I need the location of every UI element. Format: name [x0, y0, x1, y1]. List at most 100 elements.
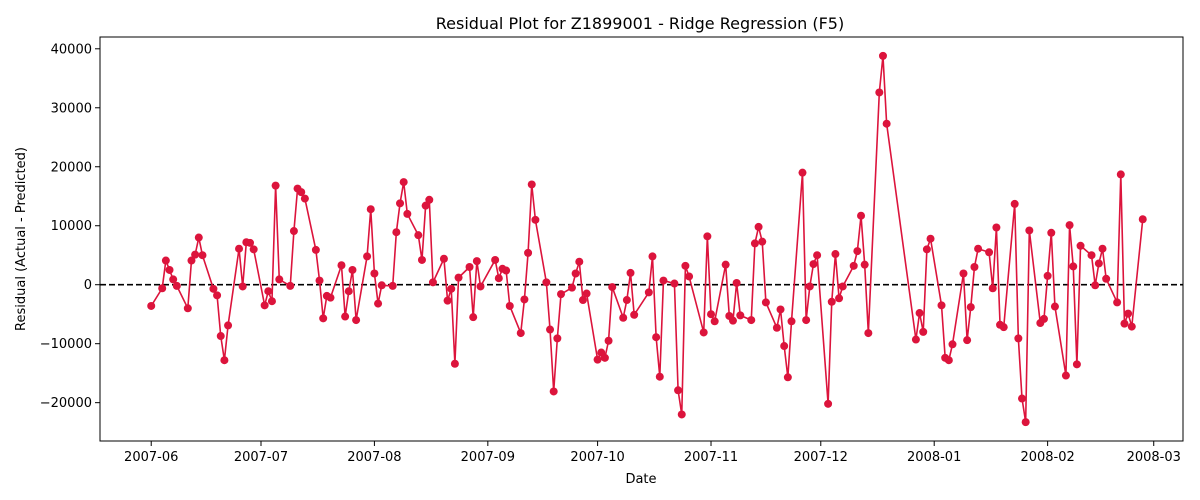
residual-point: [1102, 274, 1111, 283]
residual-point: [235, 244, 244, 253]
residual-point: [670, 279, 679, 288]
residual-point: [553, 334, 562, 343]
residual-point: [428, 278, 437, 287]
residual-point: [681, 261, 690, 270]
residual-point: [264, 287, 273, 296]
residual-point: [399, 178, 408, 187]
chart-title: Residual Plot for Z1899001 - Ridge Regre…: [436, 14, 844, 33]
residual-point: [619, 313, 628, 322]
residual-point: [707, 310, 716, 319]
residual-point: [546, 325, 555, 334]
residual-point: [827, 297, 836, 306]
residual-point: [875, 88, 884, 97]
residual-point: [857, 211, 866, 220]
residual-point: [1018, 394, 1027, 403]
residual-point: [370, 269, 379, 278]
residual-point: [1113, 298, 1122, 307]
residual-point: [1025, 226, 1034, 235]
x-axis-label: Date: [625, 472, 656, 487]
residual-point: [772, 323, 781, 332]
residual-point: [721, 260, 730, 269]
residual-point: [992, 223, 1001, 232]
residual-point: [655, 372, 664, 381]
residual-point: [425, 195, 434, 204]
residual-point: [326, 293, 335, 302]
residual-point: [297, 188, 306, 197]
residual-point: [194, 233, 203, 242]
residual-point: [476, 282, 485, 291]
residual-point: [520, 295, 529, 304]
residual-point: [1094, 259, 1103, 268]
residual-point: [849, 261, 858, 270]
residual-point: [703, 232, 712, 241]
residual-point: [505, 301, 514, 310]
residual-point: [582, 289, 591, 298]
residual-point: [289, 227, 298, 236]
residual-point: [450, 359, 459, 368]
y-axis: −20000 −10000 0 10000 20000 30000 40000: [40, 42, 100, 411]
residual-point: [648, 252, 657, 261]
residual-point: [271, 181, 280, 190]
residual-point: [974, 244, 983, 253]
x-tick-label: 2008-02: [1020, 450, 1074, 465]
residual-point: [750, 239, 759, 248]
residual-point: [780, 342, 789, 351]
residual-point: [417, 255, 426, 264]
residual-point: [352, 316, 361, 325]
x-tick-label: 2007-07: [234, 450, 288, 465]
x-tick-label: 2007-06: [124, 450, 178, 465]
residual-point: [728, 316, 737, 325]
residual-point: [571, 269, 580, 278]
residual-point: [224, 321, 233, 330]
residual-point: [878, 51, 887, 60]
residual-point: [191, 250, 200, 259]
residual-point: [809, 260, 818, 269]
x-tick-label: 2007-08: [347, 450, 401, 465]
residual-point: [732, 278, 741, 287]
residual-point: [835, 294, 844, 303]
residual-point: [447, 284, 456, 293]
residual-point: [443, 296, 452, 305]
residual-point: [604, 336, 613, 345]
residual-point: [494, 274, 503, 283]
y-tick-label: −10000: [40, 337, 92, 352]
residual-point: [549, 387, 558, 396]
residual-point: [915, 309, 924, 318]
residual-point: [392, 228, 401, 237]
residual-point: [802, 316, 811, 325]
residual-point: [315, 276, 324, 285]
residual-point: [911, 335, 920, 344]
x-tick-label: 2007-12: [794, 450, 848, 465]
residual-point: [1061, 371, 1070, 380]
residual-point: [652, 333, 661, 342]
x-tick-label: 2008-01: [907, 450, 961, 465]
residual-point: [919, 327, 928, 336]
residual-point: [319, 314, 328, 323]
residual-point: [999, 323, 1008, 332]
residual-point: [388, 281, 397, 290]
residual-point: [267, 297, 276, 306]
residual-point: [246, 238, 255, 247]
residual-point: [187, 256, 196, 265]
residual-point: [824, 399, 833, 408]
residual-point: [1014, 334, 1023, 343]
residual-point: [165, 265, 174, 274]
residual-point: [1098, 244, 1107, 253]
residual-point: [421, 201, 430, 210]
residual-point: [1091, 281, 1100, 290]
residual-series-line: [150, 55, 1144, 423]
residual-point: [439, 254, 448, 263]
residual-point: [502, 266, 511, 275]
residual-point: [414, 231, 423, 240]
x-axis: 2007-06 2007-07 2007-08 2007-09 2007-10 2007-…: [124, 441, 1181, 465]
residual-point: [147, 301, 156, 310]
residual-point: [1087, 251, 1096, 260]
residual-point: [286, 281, 295, 290]
residual-point: [183, 304, 192, 313]
x-tick-label: 2007-10: [570, 450, 624, 465]
residual-point: [275, 275, 284, 284]
residual-point: [626, 268, 635, 277]
residual-point: [944, 356, 953, 365]
y-tick-label: 40000: [51, 42, 92, 57]
